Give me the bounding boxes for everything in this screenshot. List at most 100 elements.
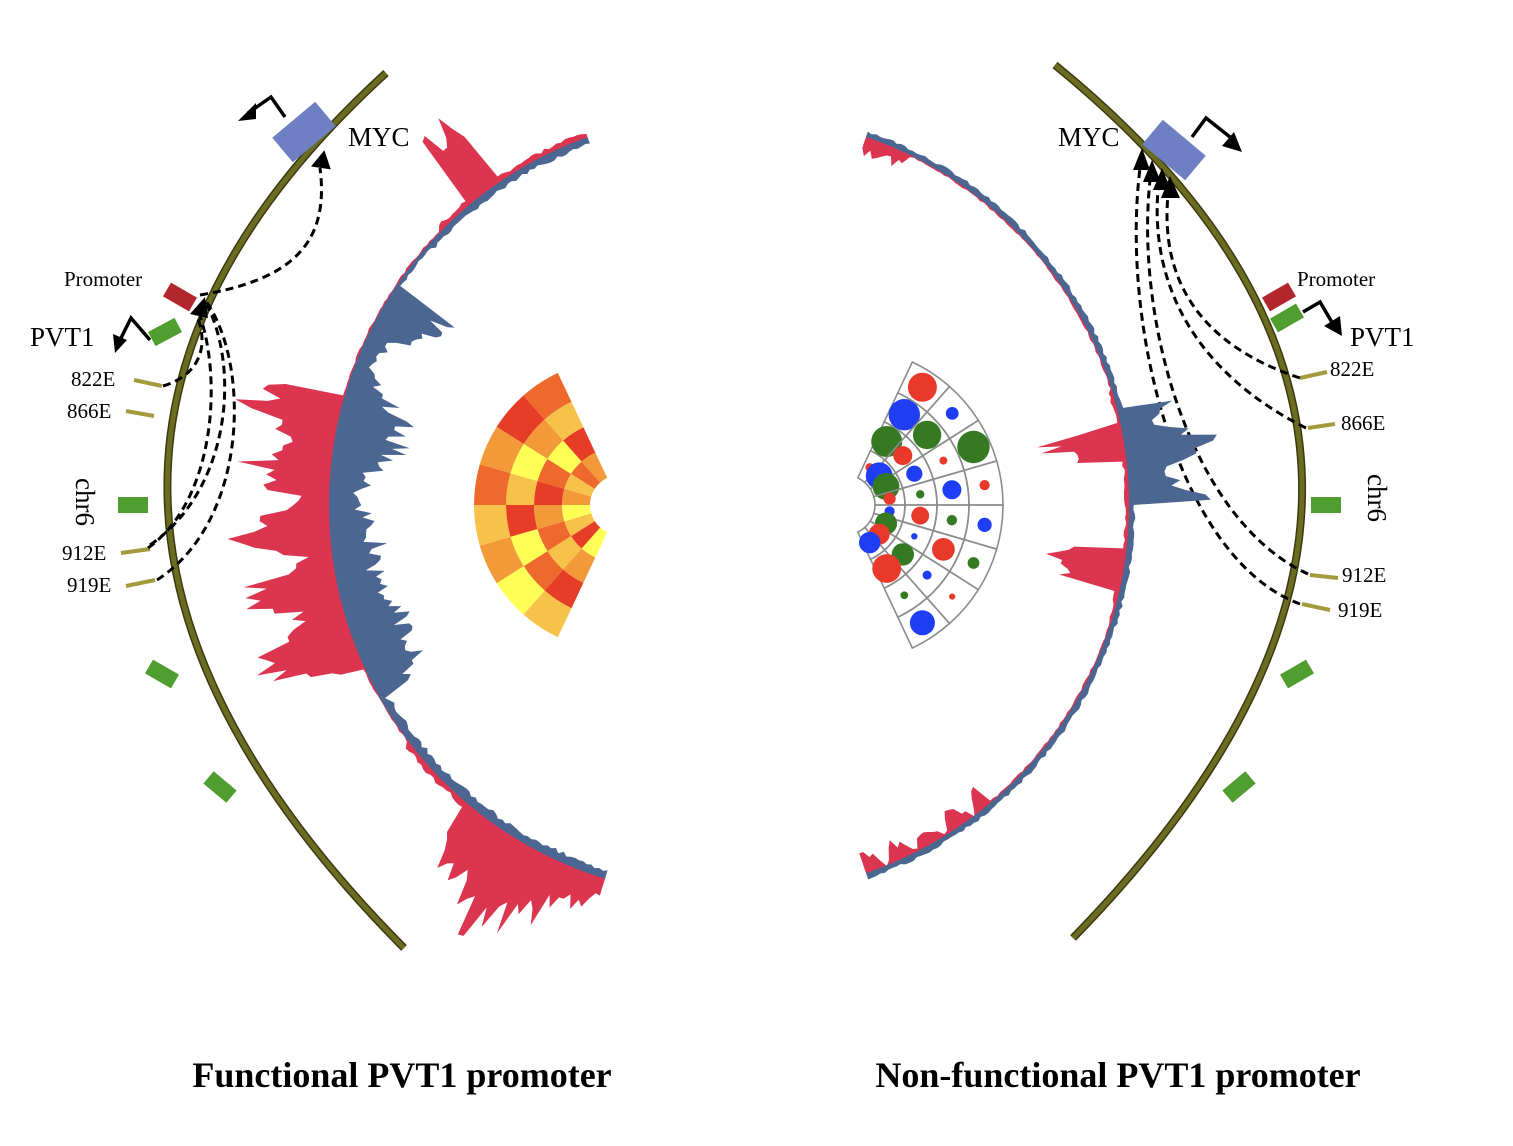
bubble: [911, 533, 918, 540]
heatmap-cell: [534, 505, 565, 529]
pvt1-tss-arrowhead: [113, 334, 127, 353]
bubble: [977, 517, 992, 533]
panel-caption: Functional PVT1 promoter: [192, 1055, 611, 1095]
enhancer-tick-912E: [1309, 573, 1339, 580]
pvt1-tss-arrow: [1302, 299, 1335, 325]
loop-912E: [1146, 179, 1309, 576]
coverage-track-blue: [330, 138, 608, 878]
bubble: [909, 610, 935, 636]
chromosome-label: chr6: [70, 478, 100, 526]
promoter-block: [163, 282, 197, 312]
loop-arrowhead-2: [1143, 160, 1161, 182]
bubble: [907, 372, 937, 402]
myc-tss-arrowhead: [1222, 132, 1242, 152]
non-functional-panel: MYC Promoter PVT1 822E 866E 912E 919E ch…: [856, 61, 1415, 1095]
heatmap-cell: [564, 473, 595, 497]
bubble: [893, 446, 913, 466]
myc-label: MYC: [348, 122, 410, 152]
coverage-track-red: [227, 118, 606, 936]
heatmap-cell: [571, 521, 601, 549]
panel-caption: Non-functional PVT1 promoter: [875, 1055, 1360, 1095]
bubble: [906, 465, 923, 482]
chromosome-arc-fill: [165, 71, 406, 950]
heatmap-cell: [562, 488, 592, 505]
heatmap-cell: [544, 401, 584, 441]
heatmap-cell: [534, 481, 565, 505]
pvt1-label: PVT1: [1350, 322, 1415, 352]
heatmap-cell: [523, 551, 564, 591]
myc-gene-block: [1142, 119, 1206, 181]
loop-912E-b: [149, 304, 227, 547]
bubble: [945, 407, 959, 420]
bubble-grid-fan: [856, 360, 1004, 650]
enhancer-tick-822E: [1299, 370, 1328, 380]
heatmap-cell: [544, 569, 584, 609]
heatmap-cell: [564, 513, 595, 537]
loop-arrowhead-promoter: [190, 297, 208, 318]
loop-arrowhead-3: [1153, 168, 1171, 190]
heatmap-cell: [505, 505, 538, 537]
heatmap-cell: [547, 440, 582, 474]
pvt1-exon-2: [118, 497, 148, 513]
enhancer-label-866E: 866E: [1341, 411, 1385, 435]
heatmap-cell: [479, 536, 524, 584]
loop-919E: [156, 299, 236, 582]
coverage-baseline: [865, 135, 1132, 875]
heatmap-cell: [562, 505, 592, 522]
functional-panel: MYC Promoter PVT1 822E 866E 912E 919E ch…: [30, 70, 612, 1095]
bubble: [967, 557, 980, 569]
pvt1-exon-1: [148, 317, 182, 347]
bubble: [859, 531, 881, 554]
pvt1-exon-4: [1222, 771, 1256, 803]
heatmap-cell: [505, 473, 538, 505]
coverage-baseline: [328, 137, 606, 879]
bubble: [942, 480, 962, 500]
pvt1-exon-2: [1311, 497, 1341, 513]
enhancer-tick-866E: [1307, 422, 1336, 430]
bubble: [932, 538, 955, 561]
bubble: [949, 593, 956, 600]
heatmap-cell: [523, 372, 572, 420]
pvt1-tss-arrowhead: [1324, 316, 1342, 336]
heatmap-cell: [523, 419, 564, 459]
heatmap-fan: [474, 372, 608, 638]
loop-arrowhead-1: [1133, 148, 1150, 170]
bubble: [939, 456, 948, 465]
bubble: [900, 591, 909, 600]
heatmap-cell: [479, 426, 524, 474]
grid-cell: [896, 596, 951, 650]
heatmap-cell: [537, 458, 571, 489]
pvt1-label: PVT1: [30, 322, 95, 352]
loop-822E: [1165, 194, 1301, 380]
pvt1-exon-3: [145, 659, 179, 689]
enhancer-label-919E: 919E: [1338, 598, 1382, 622]
bubble: [916, 490, 925, 499]
heatmap-cell: [496, 566, 545, 615]
chromosome-arc-fill: [1053, 63, 1305, 940]
heatmap-cell: [571, 461, 601, 489]
enhancer-tick-912E: [120, 547, 151, 555]
myc-label: MYC: [1058, 122, 1120, 152]
enhancer-label-822E: 822E: [1330, 357, 1374, 381]
pvt1-tss-arrow: [118, 314, 152, 342]
enhancer-tick-866E: [125, 409, 155, 418]
bubble: [888, 399, 920, 431]
enhancer-label-912E: 912E: [1342, 563, 1386, 587]
myc-gene-block: [272, 101, 336, 163]
loop-866E: [1155, 189, 1307, 430]
myc-tss-arrow: [1190, 115, 1232, 139]
promoter-label: Promoter: [1297, 267, 1375, 291]
promoter-label: Promoter: [64, 267, 142, 291]
enhancer-label-822E: 822E: [71, 367, 115, 391]
myc-tss-arrowhead: [238, 103, 256, 121]
loop-arrowhead-4: [1161, 176, 1180, 198]
enhancer-label-912E: 912E: [62, 541, 106, 565]
enhancer-label-866E: 866E: [67, 399, 111, 423]
heatmap-cell: [547, 536, 582, 570]
pvt1-exon-4: [203, 771, 237, 803]
heatmap-cell: [581, 452, 608, 483]
loop-promoter-myc: [199, 167, 323, 297]
heatmap-cell: [581, 527, 608, 558]
enhancer-tick-822E: [133, 378, 163, 388]
